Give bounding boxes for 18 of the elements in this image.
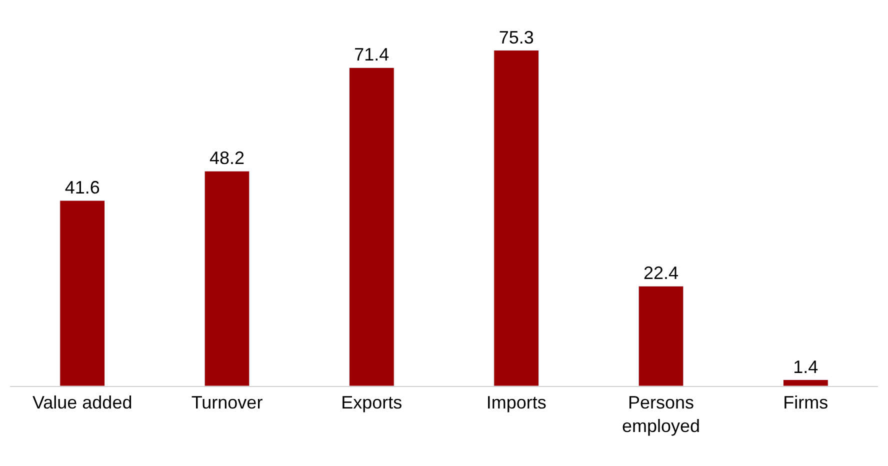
x-tick-label: Value added — [32, 392, 132, 413]
bar — [494, 50, 540, 386]
data-label: 71.4 — [354, 44, 390, 65]
bar — [204, 170, 250, 386]
x-tick-label: Firms — [783, 392, 828, 413]
x-tick-label: Exports — [341, 392, 402, 413]
data-label: 1.4 — [793, 356, 818, 377]
bar — [638, 286, 684, 386]
x-tick-label: Imports — [486, 392, 546, 413]
bar — [782, 380, 828, 386]
data-label: 22.4 — [643, 263, 679, 284]
x-tick-label: Persons employed — [622, 392, 700, 436]
bar — [348, 67, 394, 386]
data-label: 41.6 — [64, 178, 100, 198]
x-tick-label: Turnover — [191, 392, 263, 413]
bar — [60, 200, 106, 386]
data-label: 48.2 — [209, 148, 245, 168]
data-label: 75.3 — [498, 27, 534, 48]
